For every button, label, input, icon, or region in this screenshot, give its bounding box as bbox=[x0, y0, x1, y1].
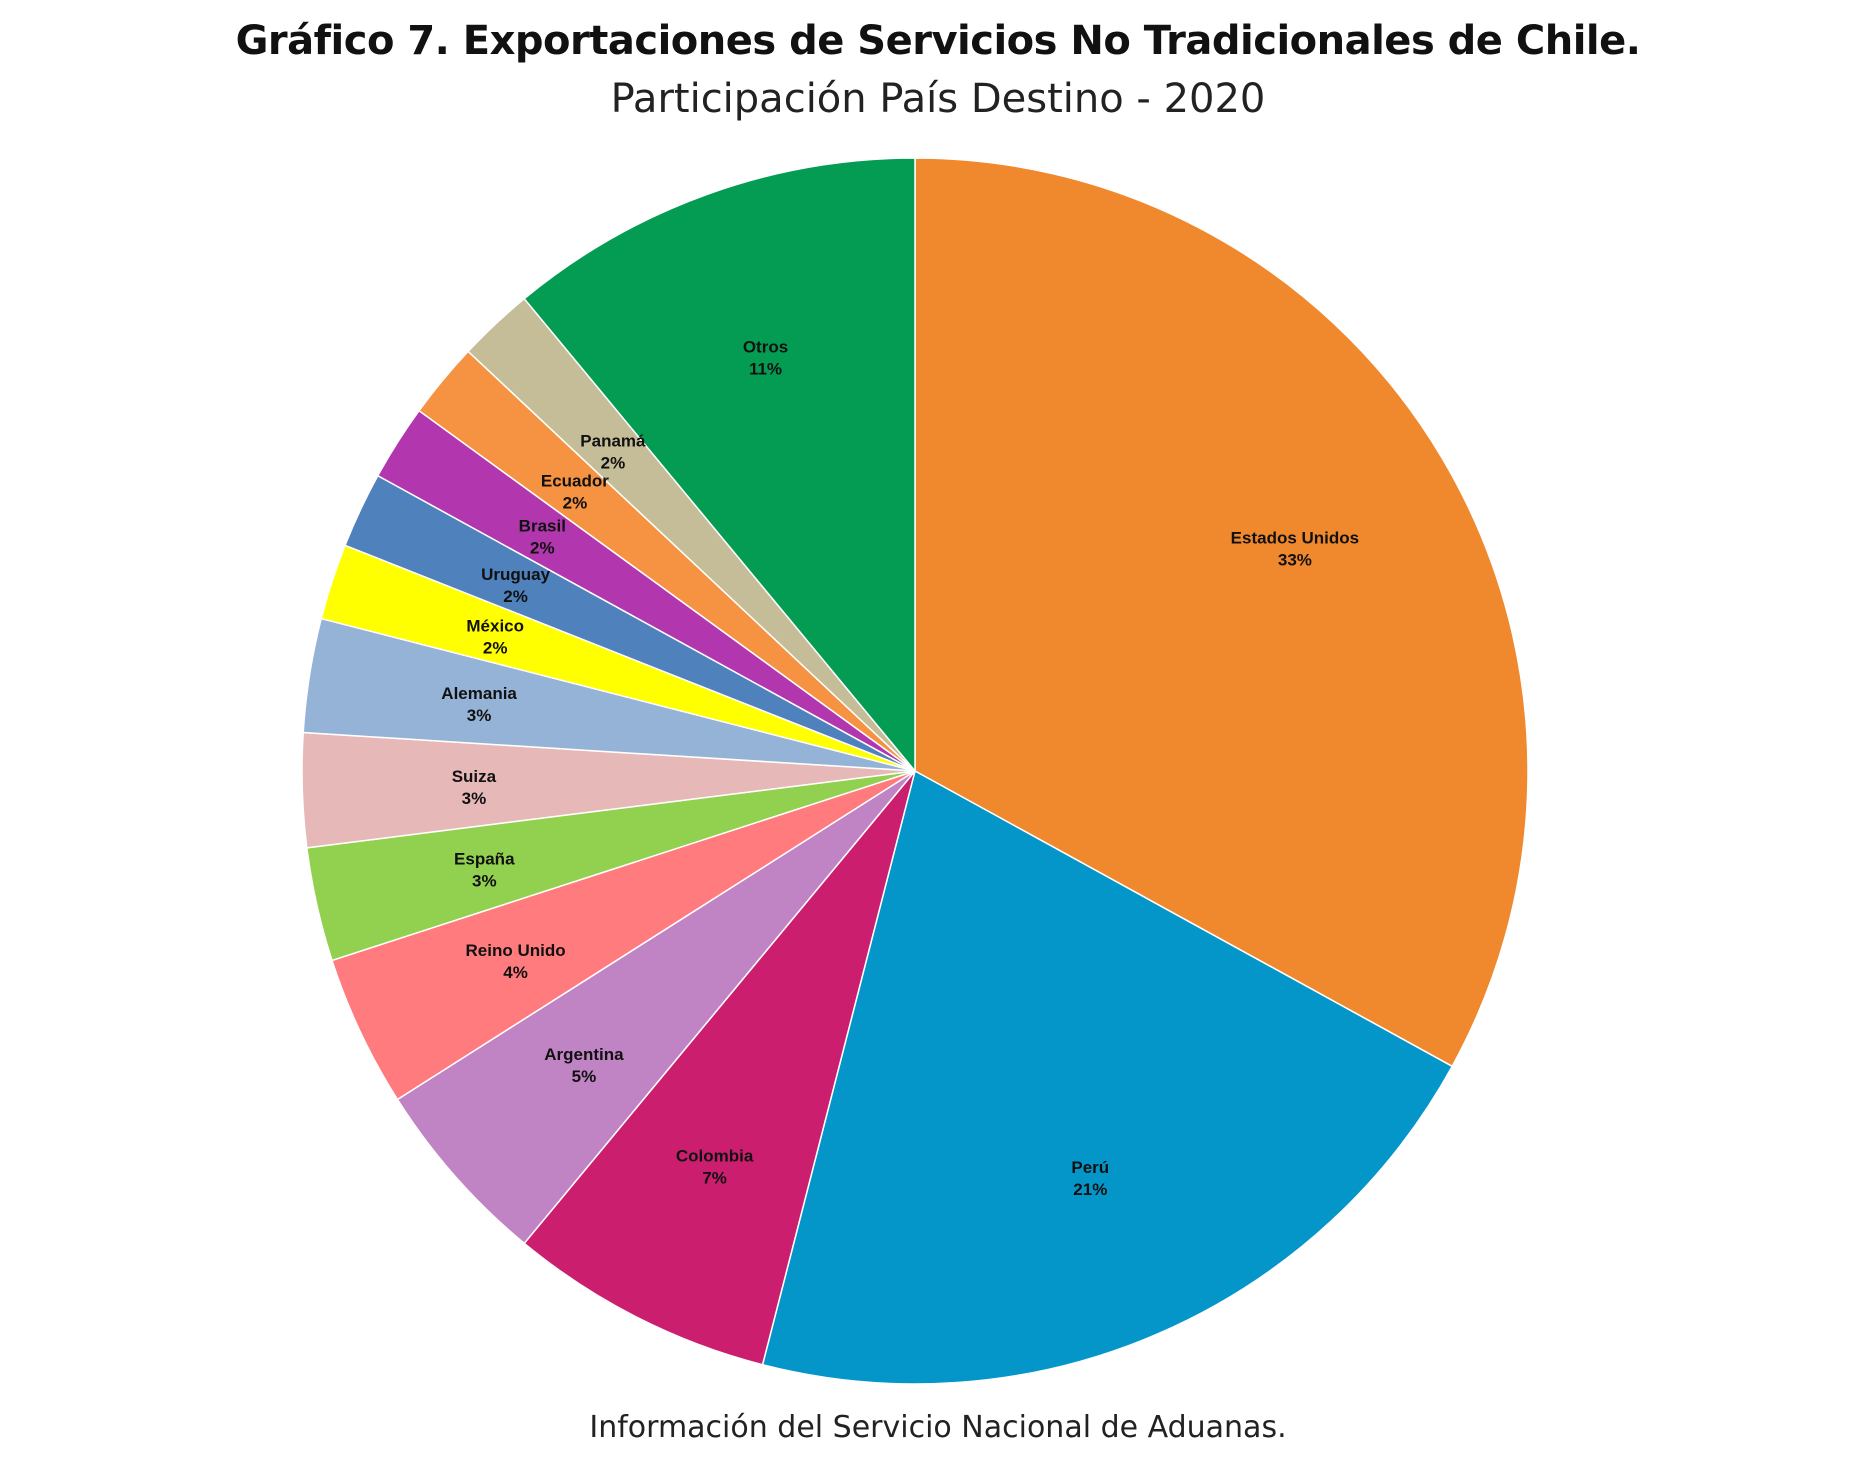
slice-value-brasil: 2% bbox=[530, 539, 555, 558]
slice-value-uruguay: 2% bbox=[503, 587, 528, 606]
slice-value-suiza: 3% bbox=[462, 789, 487, 808]
slice-label-otros: Otros bbox=[743, 338, 788, 357]
slice-label-suiza: Suiza bbox=[452, 767, 497, 786]
slice-label-uruguay: Uruguay bbox=[481, 565, 551, 584]
slice-label-brasil: Brasil bbox=[519, 517, 566, 536]
pie-slice-peru bbox=[761, 769, 1454, 1385]
pie-slice-otros bbox=[523, 157, 916, 774]
slice-value-espana: 3% bbox=[472, 871, 497, 890]
chart-subtitle: Participación País Destino - 2020 bbox=[610, 76, 1266, 122]
slice-value-argentina: 5% bbox=[572, 1067, 597, 1086]
slice-value-colombia: 7% bbox=[702, 1168, 727, 1187]
slice-label-colombia: Colombia bbox=[676, 1146, 754, 1165]
slice-label-ecuador: Ecuador bbox=[541, 472, 609, 491]
slice-value-peru: 21% bbox=[1073, 1180, 1107, 1199]
slice-label-argentina: Argentina bbox=[544, 1045, 624, 1064]
pie-slices bbox=[301, 157, 1529, 1385]
slice-value-reino-unido: 4% bbox=[503, 963, 528, 982]
slice-value-panama: 2% bbox=[601, 453, 626, 472]
slice-value-alemania: 3% bbox=[467, 706, 492, 725]
slice-value-otros: 11% bbox=[749, 360, 782, 379]
slice-value-mexico: 2% bbox=[483, 639, 508, 658]
slice-value-ecuador: 2% bbox=[563, 494, 588, 513]
slice-label-mexico: México bbox=[466, 617, 524, 636]
slice-label-reino-unido: Reino Unido bbox=[466, 941, 566, 960]
pie-labels: Estados Unidos 33% Perú 21% Colombia 7% Argent… bbox=[441, 338, 1359, 1199]
slice-value-estados-unidos: 33% bbox=[1278, 550, 1312, 569]
chart-title: Gráfico 7. Exportaciones de Servicios No… bbox=[235, 18, 1641, 64]
slice-label-alemania: Alemania bbox=[441, 684, 517, 703]
pie-slice-estados-unidos bbox=[914, 157, 1529, 1068]
slice-label-estados-unidos: Estados Unidos bbox=[1231, 528, 1359, 547]
slice-label-panama: Panamá bbox=[580, 431, 646, 450]
slice-label-peru: Perú bbox=[1071, 1158, 1109, 1177]
pie-slice-colombia bbox=[523, 770, 916, 1366]
chart-source-note: Información del Servicio Nacional de Adu… bbox=[589, 1410, 1287, 1445]
slice-label-espana: España bbox=[454, 849, 515, 868]
pie-slice-argentina bbox=[396, 770, 916, 1245]
